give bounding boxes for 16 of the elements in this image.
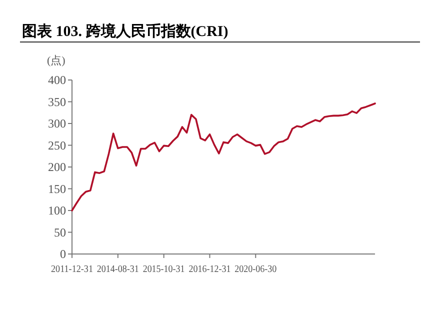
x-tick-label: 2011-12-31 [51, 264, 98, 275]
ylabel: (点) [47, 55, 66, 67]
x-tick-label: 2014-08-31 [96, 264, 144, 275]
y-tick-label: 350 [48, 94, 66, 109]
x-tick-label: 2020-06-30 [234, 264, 282, 275]
y-tick-label: 100 [48, 204, 66, 218]
title: 图表 103. 跨境人民币指数(CRI) [22, 24, 228, 40]
y-tick-label: 200 [48, 160, 66, 174]
x-tick-label: 2016-12-31 [188, 264, 236, 275]
y-tick-label: 300 [48, 116, 66, 130]
y-tick-label: 50 [54, 225, 66, 240]
x-tick-label: 2015-10-31 [142, 264, 190, 275]
y-tick-label: 400 [48, 73, 66, 87]
y-tick-label: 150 [48, 182, 66, 196]
y-tick-label: 0 [60, 247, 66, 261]
y-tick-label: 250 [48, 138, 66, 152]
